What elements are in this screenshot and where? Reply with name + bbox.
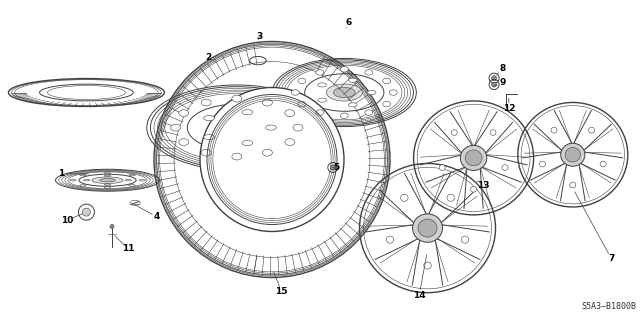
Ellipse shape xyxy=(439,165,445,170)
Ellipse shape xyxy=(285,139,295,145)
Ellipse shape xyxy=(561,143,585,166)
Ellipse shape xyxy=(348,103,357,107)
Ellipse shape xyxy=(316,70,324,75)
Ellipse shape xyxy=(110,225,114,228)
Ellipse shape xyxy=(104,184,111,185)
Ellipse shape xyxy=(285,110,295,116)
Ellipse shape xyxy=(179,110,189,116)
Ellipse shape xyxy=(80,185,86,186)
Ellipse shape xyxy=(570,182,576,188)
Ellipse shape xyxy=(92,177,123,183)
Ellipse shape xyxy=(214,117,259,138)
Ellipse shape xyxy=(318,98,326,102)
Ellipse shape xyxy=(232,95,242,102)
Text: 3: 3 xyxy=(256,32,262,41)
Ellipse shape xyxy=(465,150,482,166)
Ellipse shape xyxy=(104,172,111,174)
Ellipse shape xyxy=(389,90,397,95)
Text: 4: 4 xyxy=(154,212,160,221)
Ellipse shape xyxy=(223,121,250,134)
Ellipse shape xyxy=(492,82,497,87)
Text: 2: 2 xyxy=(205,53,211,62)
Ellipse shape xyxy=(262,99,273,106)
Ellipse shape xyxy=(401,194,408,201)
Ellipse shape xyxy=(266,125,276,130)
Ellipse shape xyxy=(447,194,454,201)
Ellipse shape xyxy=(413,214,442,242)
Ellipse shape xyxy=(70,180,76,181)
Ellipse shape xyxy=(502,165,508,170)
Ellipse shape xyxy=(418,219,437,237)
Ellipse shape xyxy=(365,110,372,115)
Ellipse shape xyxy=(291,90,300,95)
Ellipse shape xyxy=(80,174,86,176)
Ellipse shape xyxy=(262,149,273,156)
Text: 5: 5 xyxy=(333,163,339,172)
Ellipse shape xyxy=(242,110,253,115)
Ellipse shape xyxy=(460,145,487,170)
Ellipse shape xyxy=(200,87,344,232)
Text: 7: 7 xyxy=(608,254,614,263)
Text: 6: 6 xyxy=(346,18,352,27)
Ellipse shape xyxy=(330,165,335,170)
Ellipse shape xyxy=(492,76,497,81)
Ellipse shape xyxy=(129,185,135,186)
Ellipse shape xyxy=(171,124,180,131)
Ellipse shape xyxy=(318,83,326,87)
Ellipse shape xyxy=(232,153,242,160)
Ellipse shape xyxy=(40,84,133,101)
Ellipse shape xyxy=(565,147,580,162)
Ellipse shape xyxy=(298,101,306,107)
Ellipse shape xyxy=(104,187,111,188)
Ellipse shape xyxy=(179,139,189,145)
Ellipse shape xyxy=(333,87,355,98)
Ellipse shape xyxy=(365,70,372,75)
Ellipse shape xyxy=(84,180,90,181)
Ellipse shape xyxy=(140,180,145,181)
Text: 13: 13 xyxy=(477,181,490,189)
Ellipse shape xyxy=(424,262,431,269)
Ellipse shape xyxy=(104,175,111,176)
Text: 9: 9 xyxy=(499,78,506,87)
Ellipse shape xyxy=(326,84,362,101)
Ellipse shape xyxy=(340,67,348,72)
Text: 8: 8 xyxy=(499,64,506,73)
Ellipse shape xyxy=(490,130,496,135)
Ellipse shape xyxy=(125,180,131,181)
Ellipse shape xyxy=(348,78,357,82)
Ellipse shape xyxy=(551,127,557,133)
Ellipse shape xyxy=(298,78,306,84)
Ellipse shape xyxy=(451,130,457,135)
Ellipse shape xyxy=(201,99,211,106)
Ellipse shape xyxy=(367,91,376,94)
Ellipse shape xyxy=(204,115,214,121)
Ellipse shape xyxy=(316,110,324,115)
Ellipse shape xyxy=(100,179,115,182)
Text: 1: 1 xyxy=(58,169,64,178)
Text: S5A3−B1800B: S5A3−B1800B xyxy=(582,302,637,311)
Ellipse shape xyxy=(293,124,303,131)
Text: 15: 15 xyxy=(275,287,288,296)
Text: 11: 11 xyxy=(122,244,134,253)
Ellipse shape xyxy=(383,101,390,107)
Text: 14: 14 xyxy=(413,291,426,300)
Ellipse shape xyxy=(589,127,595,133)
Ellipse shape xyxy=(461,236,468,243)
Ellipse shape xyxy=(470,186,477,192)
Text: 10: 10 xyxy=(61,216,74,225)
Ellipse shape xyxy=(383,78,390,84)
Ellipse shape xyxy=(201,149,211,156)
Ellipse shape xyxy=(387,236,394,243)
Ellipse shape xyxy=(540,161,545,167)
Ellipse shape xyxy=(83,208,90,216)
Ellipse shape xyxy=(129,174,135,176)
Ellipse shape xyxy=(242,140,253,145)
Text: 12: 12 xyxy=(502,104,515,113)
Ellipse shape xyxy=(600,161,606,167)
Ellipse shape xyxy=(340,113,348,118)
Ellipse shape xyxy=(204,135,214,140)
